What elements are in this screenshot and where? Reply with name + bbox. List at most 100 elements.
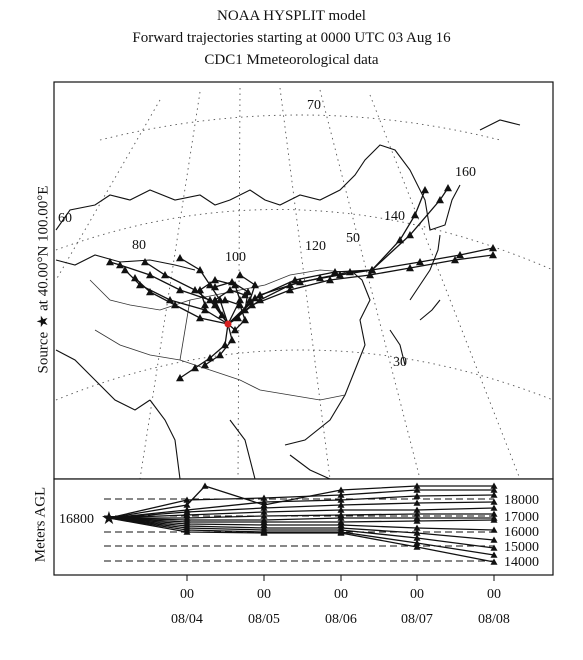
trajectory-marker xyxy=(251,294,259,302)
trajectory-marker xyxy=(256,291,264,299)
trajectory-marker xyxy=(436,196,444,204)
level-label-15000: 15000 xyxy=(504,540,539,555)
trajectory-marker xyxy=(286,281,294,289)
trajectory-line xyxy=(108,517,495,563)
trajectory-marker xyxy=(176,374,184,382)
lon-label-100: 100 xyxy=(225,250,246,265)
trajectory-marker xyxy=(490,482,498,489)
level-label-18000: 18000 xyxy=(504,493,539,508)
trajectory-marker xyxy=(413,529,421,536)
trajectory-marker xyxy=(490,504,498,511)
trajectory-marker xyxy=(260,508,268,515)
trajectory-marker xyxy=(116,261,124,269)
trajectory-marker xyxy=(456,251,464,259)
trajectory-marker xyxy=(166,296,174,304)
lon-label-140: 140 xyxy=(384,209,405,224)
trajectory-marker xyxy=(346,268,354,276)
title-line-3: CDC1 Mmeteorological data xyxy=(204,52,379,68)
trajectory-marker xyxy=(248,301,256,309)
trajectory-marker xyxy=(221,296,229,304)
trajectory-marker xyxy=(161,271,169,279)
trajectory-marker xyxy=(260,504,268,511)
trajectory-marker xyxy=(136,281,144,289)
trajectory-marker xyxy=(489,251,497,259)
trajectory-marker xyxy=(291,276,299,284)
time-tick-top-3: 00 xyxy=(334,587,348,602)
trajectory-marker xyxy=(316,274,324,282)
source-location-marker xyxy=(224,320,232,328)
trajectory-marker xyxy=(413,539,421,546)
trajectory-marker xyxy=(406,231,414,239)
trajectory-line xyxy=(108,517,495,556)
trajectory-marker xyxy=(489,244,497,252)
trajectory-marker xyxy=(196,286,204,294)
trajectory-marker xyxy=(241,316,249,324)
time-axis-ticks xyxy=(186,575,495,581)
trajectory-marker xyxy=(211,283,219,291)
trajectory-marker xyxy=(183,528,191,535)
trajectory-lines-height xyxy=(108,485,495,563)
trajectory-marker xyxy=(326,276,334,284)
trajectory-marker xyxy=(183,496,191,503)
trajectory-marker xyxy=(406,264,414,272)
trajectory-marker xyxy=(176,254,184,262)
trajectory-markers-map xyxy=(106,184,497,382)
trajectory-marker xyxy=(413,524,421,531)
trajectory-marker xyxy=(490,510,498,517)
trajectory-marker xyxy=(444,184,452,192)
trajectory-marker xyxy=(211,301,219,309)
title-line-2: Forward trajectories starting at 0000 UT… xyxy=(132,30,451,46)
trajectory-marker xyxy=(490,544,498,551)
trajectory-marker xyxy=(490,486,498,493)
trajectory-marker xyxy=(231,326,239,334)
trajectory-marker xyxy=(490,551,498,558)
trajectory-line xyxy=(108,517,495,531)
trajectory-marker xyxy=(260,529,268,536)
trajectory-marker xyxy=(490,558,498,565)
trajectory-marker xyxy=(201,482,209,489)
country-borders xyxy=(89,269,346,401)
level-label-17000: 17000 xyxy=(504,510,539,525)
trajectory-marker xyxy=(216,351,224,359)
trajectory-marker xyxy=(260,498,268,505)
trajectory-marker xyxy=(413,506,421,513)
time-tick-date-3: 08/06 xyxy=(325,612,357,627)
trajectory-marker xyxy=(234,314,242,322)
time-tick-date-1: 08/04 xyxy=(171,612,203,627)
trajectory-marker xyxy=(228,336,236,344)
start-star-marker: ★ xyxy=(101,508,117,528)
trajectory-marker xyxy=(191,364,199,372)
trajectory-marker xyxy=(146,288,154,296)
lon-label-60: 60 xyxy=(58,211,72,226)
trajectory-marker xyxy=(286,286,294,294)
trajectory-marker xyxy=(246,296,254,304)
trajectory-marker xyxy=(201,361,209,369)
trajectory-marker xyxy=(196,266,204,274)
trajectory-marker xyxy=(146,271,154,279)
trajectory-marker xyxy=(337,514,345,521)
time-tick-date-4: 08/07 xyxy=(401,612,433,627)
trajectory-marker xyxy=(411,211,419,219)
trajectory-marker xyxy=(296,278,304,286)
lon-line-100 xyxy=(237,87,241,480)
trajectory-marker xyxy=(236,271,244,279)
trajectory-marker xyxy=(241,291,249,299)
trajectory-marker xyxy=(211,296,219,304)
trajectory-marker xyxy=(337,491,345,498)
trajectory-markers-height xyxy=(183,482,498,565)
time-tick-top-2: 00 xyxy=(257,587,271,602)
trajectory-marker xyxy=(413,499,421,506)
trajectory-marker xyxy=(183,501,191,508)
trajectory-marker xyxy=(206,281,214,289)
trajectory-line xyxy=(109,513,494,519)
lat-line-70 xyxy=(99,114,501,141)
trajectory-line xyxy=(108,494,495,519)
trajectory-marker xyxy=(413,534,421,541)
trajectory-marker xyxy=(396,236,404,244)
time-tick-top-1: 00 xyxy=(180,587,194,602)
level-label-16000: 16000 xyxy=(504,525,539,540)
trajectory-marker xyxy=(196,314,204,322)
trajectory-marker xyxy=(121,266,129,274)
trajectory-line xyxy=(108,517,495,523)
